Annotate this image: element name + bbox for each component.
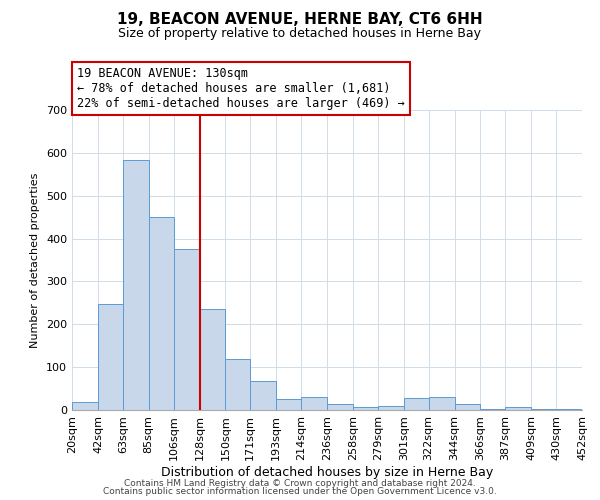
Bar [98,304,123,410]
Text: 19, BEACON AVENUE, HERNE BAY, CT6 6HH: 19, BEACON AVENUE, HERNE BAY, CT6 6HH [117,12,483,28]
Bar [404,398,428,410]
Bar [123,160,149,410]
Bar [455,404,481,410]
Bar [72,402,98,410]
Bar [250,382,276,410]
Text: 19 BEACON AVENUE: 130sqm
← 78% of detached houses are smaller (1,681)
22% of sem: 19 BEACON AVENUE: 130sqm ← 78% of detach… [77,67,405,110]
Text: Size of property relative to detached houses in Herne Bay: Size of property relative to detached ho… [119,28,482,40]
X-axis label: Distribution of detached houses by size in Herne Bay: Distribution of detached houses by size … [161,466,493,478]
Bar [556,408,582,410]
Bar [301,397,327,410]
Bar [531,409,556,410]
Bar [327,404,353,410]
Bar [199,309,226,410]
Bar [276,400,301,410]
Bar [149,217,173,410]
Text: Contains HM Land Registry data © Crown copyright and database right 2024.: Contains HM Land Registry data © Crown c… [124,478,476,488]
Bar [173,250,199,410]
Bar [428,397,455,410]
Bar [481,408,505,410]
Bar [226,358,250,410]
Bar [353,407,378,410]
Bar [505,407,531,410]
Text: Contains public sector information licensed under the Open Government Licence v3: Contains public sector information licen… [103,487,497,496]
Y-axis label: Number of detached properties: Number of detached properties [31,172,40,348]
Bar [378,406,404,410]
